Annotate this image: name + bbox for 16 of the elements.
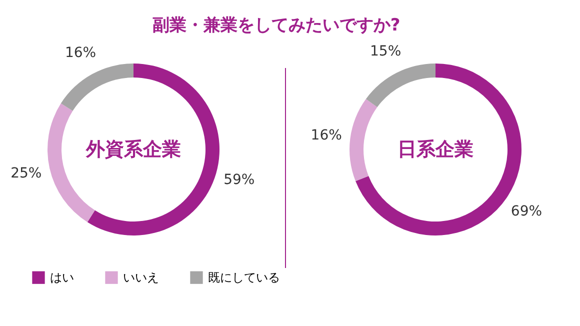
data-label: 16%	[310, 128, 342, 144]
data-label: 69%	[510, 203, 542, 220]
donut-slice	[87, 64, 220, 236]
legend-label: はい	[50, 270, 74, 285]
text: 外資系企業	[85, 138, 181, 160]
text: 副業・兼業をしてみたいですか?	[152, 15, 400, 36]
data-label: 59%	[224, 172, 255, 188]
data-label: 25%	[10, 165, 42, 182]
donut-slice	[350, 98, 378, 182]
data-label: 15%	[370, 43, 402, 60]
data-label: 16%	[64, 45, 96, 62]
legend-label: いいえ	[123, 270, 159, 285]
text: 日系企業	[398, 138, 474, 160]
donut-slice	[60, 64, 134, 111]
donut-slice	[366, 64, 436, 108]
legend-label: 既にしている	[208, 270, 280, 285]
